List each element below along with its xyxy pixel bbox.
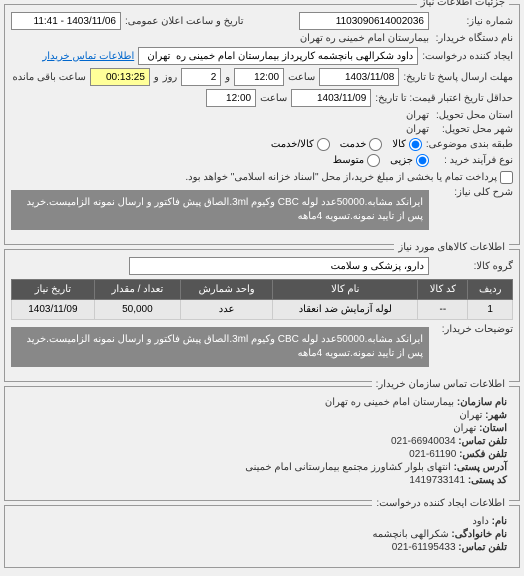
city-row: شهر محل تحویل: تهران [11,124,513,135]
creator-family: نام خانوادگی: شکرالهی بانچشمه [17,529,507,540]
price-time-input[interactable] [206,89,256,107]
creator-section: نام: داود نام خانوادگی: شکرالهی بانچشمه … [11,510,513,559]
process-row: نوع فرآیند خرید : جزیی متوسط پرداخت تمام… [11,154,513,184]
countdown-input [90,68,150,86]
creator-tel: تلفن تماس: 61195433-021 [17,542,507,553]
deadline-label: مهلت ارسال پاسخ تا تاریخ: [403,72,513,83]
contact-fax: تلفن فکس: 61190-021 [17,449,507,460]
table-row[interactable]: 1 -- لوله آزمایش ضد انعقاد عدد 50,000 14… [12,300,513,320]
cell-idx: 1 [468,300,513,320]
requester-label: ایجاد کننده درخواست: [422,51,513,62]
desc-label: شرح کلی نیاز: [433,187,513,198]
th-qty: تعداد / مقدار [94,280,180,300]
datetime-input[interactable] [11,12,121,30]
price-date-input[interactable] [291,89,371,107]
th-unit: واحد شمارش [180,280,272,300]
treasury-checkbox[interactable] [500,171,513,184]
contact-addr: آدرس پستی: انتهای بلوار کشاورز مجتمع بیم… [17,462,507,473]
process-radio-group: جزیی متوسط [333,154,429,167]
org-label: نام دستگاه خریدار: [433,33,513,44]
org-row: نام دستگاه خریدار: بیمارستان امام خمینی … [11,33,513,44]
subject-label: طبقه بندی موضوعی: [426,139,513,150]
subject-row: طبقه بندی موضوعی: کالا خدمت کالا/خدمت [11,138,513,151]
goods-panel: اطلاعات کالاهای مورد نیاز گروه کالا: ردی… [4,249,520,382]
th-date: تاریخ نیاز [12,280,95,300]
need-details-panel: جزئیات اطلاعات نیاز شماره نیاز: تاریخ و … [4,4,520,245]
day-label: روز [163,72,178,83]
contact-tel: تلفن تماس: 66940034-021 [17,436,507,447]
price-date-label: حداقل تاریخ اعتبار قیمت: تا تاریخ: [375,93,513,104]
treasury-check[interactable]: پرداخت تمام یا بخشی از مبلغ خرید،از محل … [185,171,513,184]
province-value: تهران [406,110,429,121]
contact-zip: کد پستی: 1419733141 [17,475,507,486]
contact-city: شهر: تهران [17,410,507,421]
cell-code: -- [418,300,468,320]
need-number-row: شماره نیاز: تاریخ و ساعت اعلان عمومی: [11,12,513,30]
need-number-input[interactable] [299,12,429,30]
radio-low[interactable]: جزیی [390,154,429,167]
province-row: استان محل تحویل: تهران [11,110,513,121]
deadline-days-input[interactable] [181,68,221,86]
deadline-row: مهلت ارسال پاسخ تا تاریخ: ساعت و روز و س… [11,68,513,86]
city-value: تهران [406,124,429,135]
table-header-row: ردیف کد کالا نام کالا واحد شمارش تعداد /… [12,280,513,300]
buyer-desc-label: توضیحات خریدار: [433,324,513,335]
radio-goods[interactable]: کالا [392,138,422,151]
contact-section: نام سازمان: بیمارستان امام خمینی ره تهرا… [11,391,513,492]
contact-legend: اطلاعات تماس سازمان خریدار: [372,379,509,390]
desc-row: شرح کلی نیاز: ایرانکد مشابه.50000عدد لول… [11,187,513,233]
th-name: نام کالا [273,280,418,300]
deadline-time-input[interactable] [234,68,284,86]
cell-name: لوله آزمایش ضد انعقاد [273,300,418,320]
desc-box: ایرانکد مشابه.50000عدد لوله CBC وکیوم 3m… [11,190,429,230]
radio-mid-input[interactable] [367,154,380,167]
subject-radio-group: کالا خدمت کالا/خدمت [271,138,422,151]
cell-unit: عدد [180,300,272,320]
goods-legend: اطلاعات کالاهای مورد نیاز [394,242,509,253]
radio-service[interactable]: خدمت [340,138,383,151]
group-label: گروه کالا: [433,261,513,272]
requester-input[interactable] [138,47,418,65]
and-label: و [225,72,230,83]
time-label-1: ساعت [288,72,315,83]
panel-legend: جزئیات اطلاعات نیاز [417,0,509,8]
goods-table: ردیف کد کالا نام کالا واحد شمارش تعداد /… [11,279,513,320]
radio-mid[interactable]: متوسط [333,154,380,167]
contact-province: استان: تهران [17,423,507,434]
time-label-2: ساعت [260,93,287,104]
datetime-label: تاریخ و ساعت اعلان عمومی: [125,16,244,27]
requester-row: ایجاد کننده درخواست: اطلاعات تماس خریدار [11,47,513,65]
radio-goods-input[interactable] [409,138,422,151]
city-label: شهر محل تحویل: [433,124,513,135]
buyer-desc-box: ایرانکد مشابه.50000عدد لوله CBC وکیوم 3m… [11,327,429,367]
contact-orgname: نام سازمان: بیمارستان امام خمینی ره تهرا… [17,397,507,408]
radio-service-input[interactable] [369,138,382,151]
remain-label: ساعت باقی مانده [13,72,86,83]
province-label: استان محل تحویل: [433,110,513,121]
process-label: نوع فرآیند خرید : [433,155,513,166]
group-input[interactable] [129,257,429,275]
radio-low-input[interactable] [416,154,429,167]
buyer-desc-row: توضیحات خریدار: ایرانکد مشابه.50000عدد ل… [11,324,513,370]
creator-panel: اطلاعات ایجاد کننده درخواست: نام: داود ن… [4,505,520,568]
and-label-2: و [154,72,159,83]
contact-link[interactable]: اطلاعات تماس خریدار [42,51,134,62]
cell-qty: 50,000 [94,300,180,320]
radio-both[interactable]: کالا/خدمت [271,138,330,151]
need-number-label: شماره نیاز: [433,16,513,27]
creator-legend: اطلاعات ایجاد کننده درخواست: [372,498,509,509]
cell-date: 1403/11/09 [12,300,95,320]
org-value: بیمارستان امام خمینی ره تهران [300,33,429,44]
th-code: کد کالا [418,280,468,300]
contact-panel: اطلاعات تماس سازمان خریدار: نام سازمان: … [4,386,520,501]
price-date-row: حداقل تاریخ اعتبار قیمت: تا تاریخ: ساعت [11,89,513,107]
group-row: گروه کالا: [11,257,513,275]
th-row: ردیف [468,280,513,300]
creator-name: نام: داود [17,516,507,527]
deadline-date-input[interactable] [319,68,399,86]
radio-both-input[interactable] [317,138,330,151]
